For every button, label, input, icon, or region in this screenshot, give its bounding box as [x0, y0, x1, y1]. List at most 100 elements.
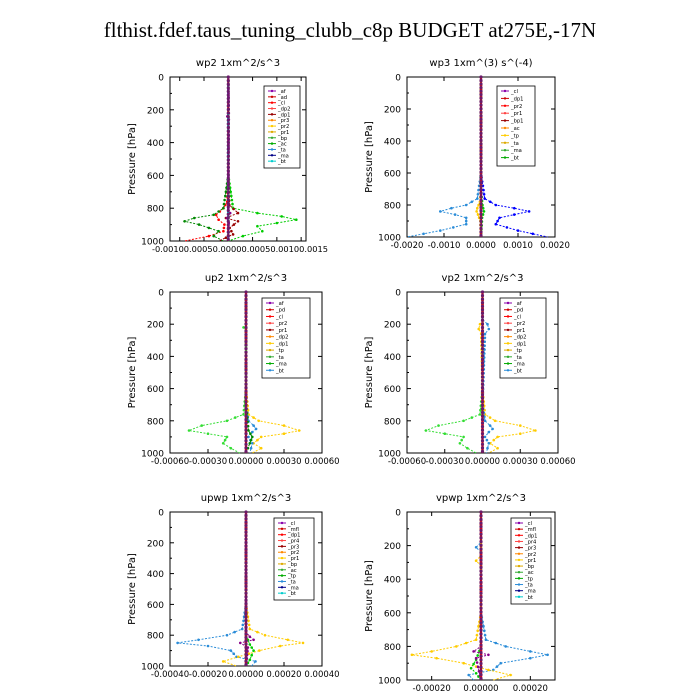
data-point — [509, 673, 512, 677]
center-marker — [244, 378, 248, 383]
data-point — [252, 416, 255, 419]
center-marker — [244, 449, 248, 453]
legend-entry: _pr3 — [268, 118, 289, 124]
center-marker — [244, 625, 248, 629]
legend-marker — [270, 113, 274, 116]
legend-label: _cl — [277, 101, 285, 107]
legend-entry: _pr3 — [278, 544, 299, 550]
y-tick-label: 800 — [384, 643, 401, 653]
center-marker — [479, 103, 483, 107]
x-tick-label: -0.00020 — [189, 670, 227, 680]
legend-label: _bp1 — [510, 119, 523, 125]
center-marker — [244, 339, 248, 344]
legend-label: _dp2 — [277, 107, 290, 113]
center-marker — [480, 407, 485, 411]
center-marker — [479, 573, 483, 577]
y-tick-label: 800 — [384, 417, 401, 427]
data-point — [513, 213, 516, 216]
center-marker — [226, 190, 230, 195]
x-tick-label: 0.00000 — [228, 670, 263, 680]
data-point — [466, 446, 469, 450]
y-tick-label: 400 — [147, 570, 164, 580]
series-dp1 — [184, 75, 230, 242]
data-point — [455, 645, 458, 648]
legend-label: _pr1 — [510, 111, 522, 117]
data-point — [232, 223, 236, 226]
data-point — [477, 624, 480, 628]
data-point — [256, 630, 259, 634]
center-marker — [244, 534, 248, 538]
legend-marker — [517, 583, 521, 586]
legend-label: _pr1 — [275, 328, 287, 334]
legend-entry: _bp — [515, 564, 535, 570]
series-line — [227, 77, 297, 242]
y-tick-label: 200 — [384, 542, 401, 552]
legend-marker — [270, 124, 274, 128]
legend-marker — [280, 562, 284, 566]
legend-entry: _ta — [278, 579, 296, 585]
data-point — [197, 223, 201, 226]
center-marker — [244, 656, 248, 660]
legend-entry: _pr1 — [504, 328, 525, 334]
y-axis-label: Pressure [hPa] — [364, 121, 375, 193]
data-point — [462, 419, 465, 423]
legend-marker — [268, 308, 272, 311]
legend-label: _dp1 — [524, 533, 537, 539]
center-marker — [244, 632, 248, 636]
center-marker — [244, 322, 248, 326]
data-point — [249, 438, 253, 442]
data-point — [254, 660, 257, 663]
center-marker — [226, 205, 230, 209]
data-point — [221, 442, 225, 445]
center-marker — [479, 606, 483, 610]
legend-label: _mfl — [524, 527, 536, 533]
center-marker — [244, 557, 248, 562]
legend-entry: _ma — [501, 148, 522, 154]
center-marker — [244, 608, 248, 612]
y-tick-label: 1000 — [378, 450, 401, 460]
legend-label: _cl — [510, 89, 518, 95]
center-marker — [226, 154, 230, 158]
center-marker — [479, 114, 483, 118]
data-point — [470, 416, 474, 419]
data-point — [256, 438, 259, 442]
y-tick-label: 600 — [384, 385, 401, 395]
center-marker — [479, 673, 483, 677]
center-marker — [244, 343, 248, 347]
data-point — [252, 649, 255, 652]
legend-label: _af — [275, 301, 284, 307]
center-marker — [226, 219, 230, 223]
legend-marker — [506, 369, 510, 372]
y-tick-label: 1000 — [141, 450, 164, 460]
center-marker — [244, 428, 248, 432]
legend-label: _pr3 — [524, 546, 536, 552]
legend-marker — [268, 355, 272, 359]
center-marker — [244, 393, 248, 397]
data-point — [484, 638, 488, 641]
data-point — [476, 193, 480, 196]
legend-marker — [506, 355, 510, 359]
center-marker — [479, 195, 483, 199]
data-point — [474, 559, 478, 562]
data-point — [491, 427, 494, 431]
center-marker — [226, 89, 230, 94]
center-marker — [479, 124, 483, 128]
legend-label: _cl — [287, 521, 295, 527]
center-marker — [244, 517, 248, 521]
legend-entry: _af — [266, 301, 284, 307]
data-point — [239, 641, 242, 645]
center-marker — [479, 547, 483, 551]
y-tick-label: 0 — [395, 509, 401, 519]
data-point — [183, 220, 186, 223]
legend-label: _dp1 — [513, 341, 526, 347]
center-marker — [479, 610, 483, 614]
x-tick-label: 0.00020 — [513, 684, 548, 694]
data-point — [469, 666, 473, 670]
center-marker — [479, 226, 483, 230]
x-tick-label: 0.0010 — [503, 241, 533, 251]
panel-2: wp3 1xm^(3) s^(-4) Pressure [hPa] 0 200 400 6… — [364, 58, 570, 251]
center-marker — [244, 325, 248, 330]
series-line — [177, 512, 257, 667]
center-marker — [479, 121, 483, 125]
center-marker — [479, 624, 483, 629]
